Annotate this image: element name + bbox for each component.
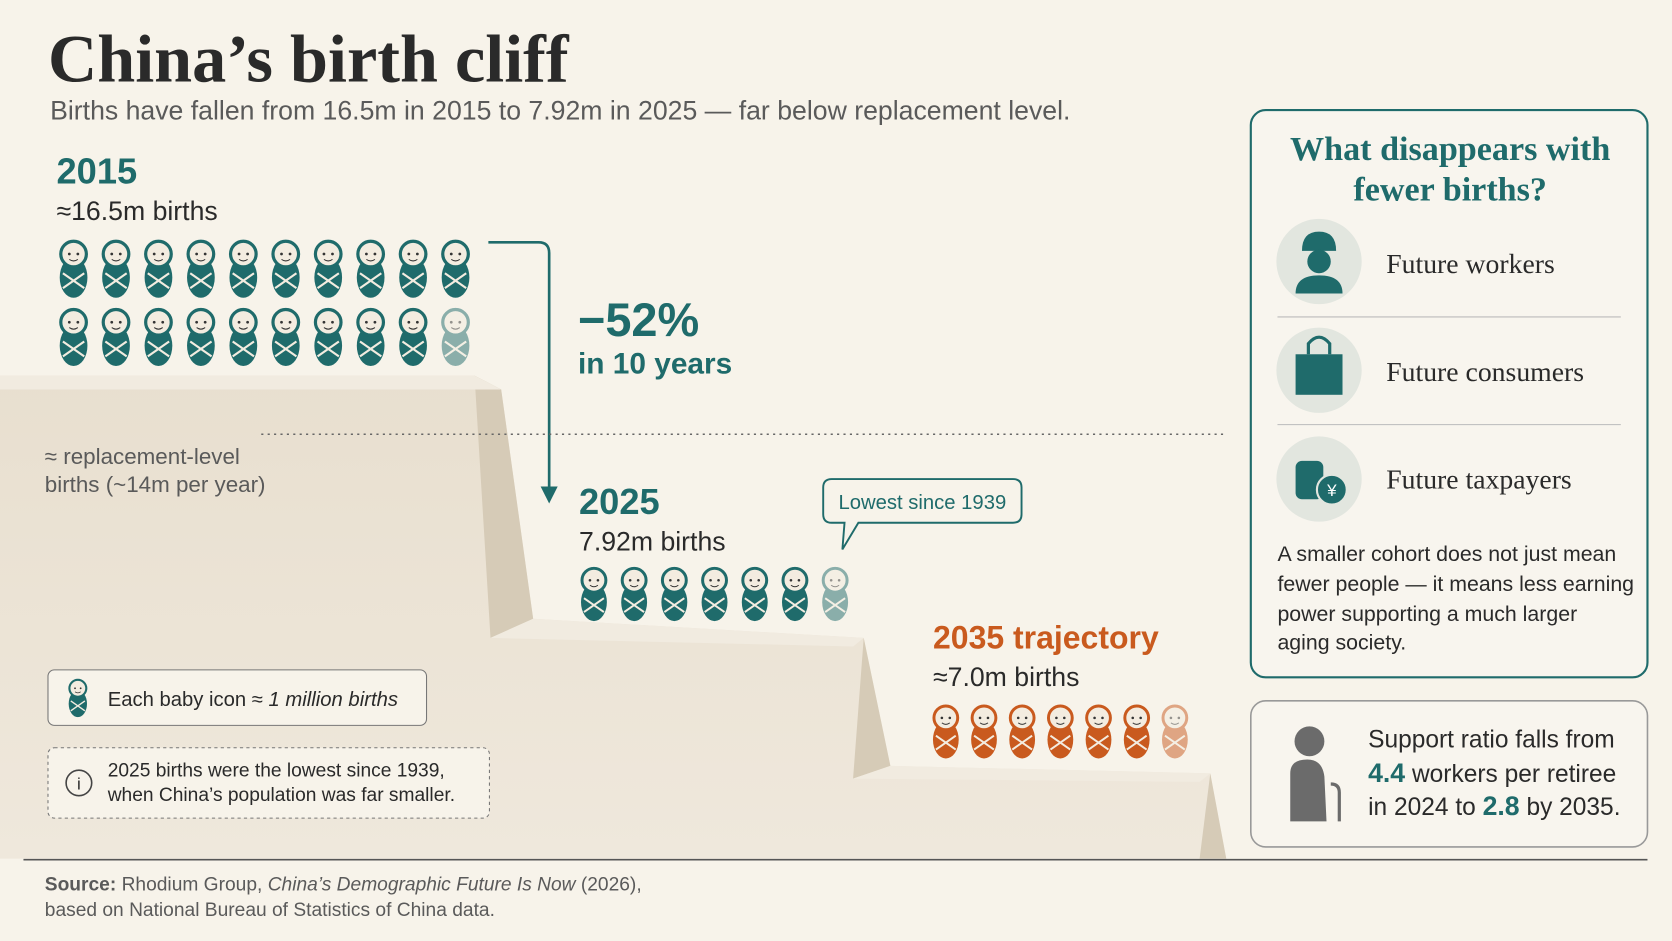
panel-title: What disappears with [1290, 131, 1610, 168]
panel-item: Future taxpayers [1386, 464, 1572, 495]
callout: Lowest since 1939 [838, 492, 1006, 514]
baby-icon [1084, 704, 1113, 760]
baby-icon [58, 307, 90, 368]
baby-icon [1122, 704, 1152, 760]
support-text: in 2024 to [1368, 794, 1483, 821]
baby-icon [185, 239, 217, 299]
yen: ¥ [1326, 481, 1337, 500]
note-box [47, 747, 490, 819]
baby-icon [659, 566, 689, 623]
replacement-label: ≈ replacement-level [45, 444, 240, 469]
baby-icon [355, 307, 387, 368]
title: China’s birth cliff [48, 20, 570, 96]
ratio: 4.4 [1368, 758, 1405, 788]
baby-icon [820, 566, 850, 623]
panel-text: power supporting a much larger [1277, 602, 1577, 626]
source-text: Rhodium Group, [116, 875, 267, 896]
baby-icon [579, 566, 609, 623]
baby-icon [142, 239, 174, 299]
baby-icon [931, 704, 961, 760]
baby-icon [440, 239, 471, 299]
panel-text: aging society. [1277, 631, 1406, 655]
support-text: Support ratio falls from [1368, 727, 1615, 754]
panel-item: Future consumers [1386, 356, 1584, 387]
baby-icon [100, 239, 132, 299]
step-births: 7.92m births [579, 526, 726, 556]
panel-item: Future workers [1386, 248, 1555, 279]
step-births: ≈16.5m births [57, 196, 218, 226]
baby-icon [700, 566, 730, 623]
baby-icon [312, 239, 344, 299]
baby-icon [312, 307, 344, 368]
step-year: 2035 trajectory [933, 620, 1159, 656]
baby-icon [142, 307, 174, 368]
baby-icon [969, 704, 999, 760]
subtitle: Births have fallen from 16.5m in 2015 to… [50, 96, 1070, 126]
bag-icon [1295, 335, 1343, 395]
arrow [488, 240, 551, 493]
source: Source: Rhodium Group, China’s Demograph… [45, 875, 642, 896]
change-value: −52% [578, 294, 699, 346]
support-box [1250, 700, 1649, 848]
support-text: in 2024 to 2.8 by 2035. [1368, 791, 1620, 821]
ratio: 2.8 [1483, 791, 1520, 821]
legend-emphasis: 1 million births [269, 689, 398, 711]
callout-box [822, 478, 1023, 550]
arrow-head [540, 486, 558, 504]
baby-icon [619, 566, 649, 623]
baby-icon [185, 307, 217, 368]
cliff [0, 375, 1227, 859]
baby-icon [780, 566, 810, 623]
baby-icon [1160, 704, 1190, 760]
baby-icon [355, 239, 387, 299]
replacement-label: births (~14m per year) [45, 472, 266, 497]
source-title: China’s Demographic Future Is Now [268, 875, 577, 896]
legend: Each baby icon ≈ 1 million births [108, 689, 398, 711]
baby-icon [100, 307, 132, 368]
baby-icon [740, 566, 770, 623]
change-label: in 10 years [578, 347, 732, 380]
note: when China’s population was far smaller. [107, 785, 455, 806]
support-text: 4.4 workers per retiree [1368, 758, 1616, 788]
panel-title: fewer births? [1353, 172, 1547, 209]
baby-icon [270, 239, 302, 299]
baby-icon [58, 239, 90, 299]
info-icon-i: i [77, 774, 81, 793]
source-label: Source: [45, 875, 116, 896]
support-text: workers per retiree [1405, 761, 1616, 788]
support-text: by 2035. [1520, 794, 1621, 821]
source-text: (2026), [576, 875, 642, 896]
panel-text: A smaller cohort does not just mean [1277, 542, 1616, 566]
baby-icon [397, 239, 429, 299]
baby-icon [227, 307, 259, 368]
baby-icon [397, 307, 429, 368]
panel-text: fewer people — it means less earning [1277, 572, 1634, 596]
step-births: ≈7.0m births [933, 662, 1079, 692]
elder-icon [1290, 726, 1341, 822]
legend-icon [67, 678, 89, 718]
step-year: 2015 [57, 151, 138, 192]
baby-icon [270, 307, 302, 368]
baby-icon [1007, 704, 1037, 760]
step-year: 2025 [579, 481, 660, 522]
source-text: based on National Bureau of Statistics o… [45, 900, 495, 921]
info-icon [65, 769, 93, 797]
baby-icon [227, 239, 259, 299]
legend-box [47, 669, 428, 726]
worker-icon [1295, 231, 1343, 294]
legend-text: Each baby icon ≈ [108, 689, 269, 711]
baby-icon [440, 307, 471, 368]
note: 2025 births were the lowest since 1939, [108, 761, 445, 782]
baby-icon [1045, 704, 1075, 760]
coins-icon [1295, 460, 1348, 506]
